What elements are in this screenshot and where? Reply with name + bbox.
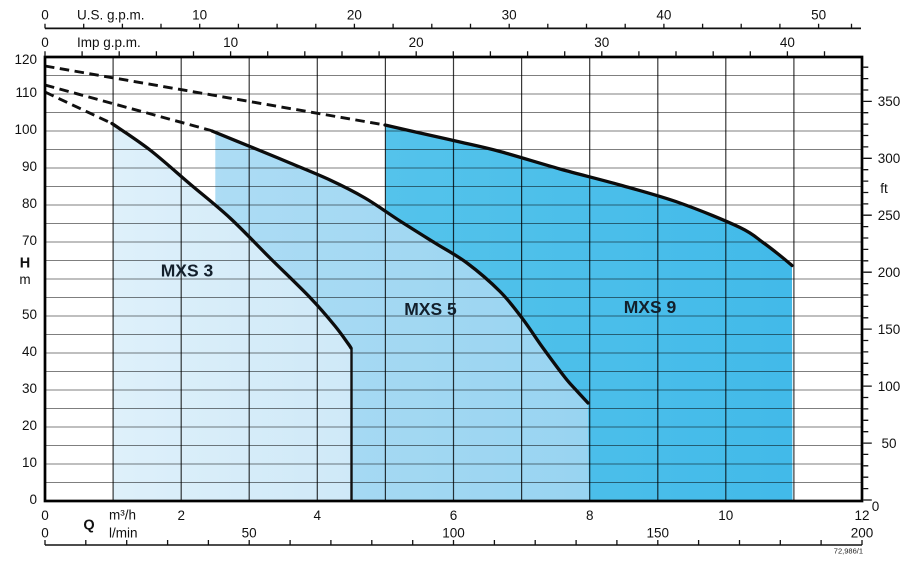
svg-text:350: 350 (878, 94, 901, 109)
svg-text:0: 0 (29, 492, 37, 507)
svg-text:30: 30 (502, 8, 517, 23)
svg-text:40: 40 (656, 8, 671, 23)
svg-text:Q: Q (83, 518, 94, 534)
svg-text:U.S. g.p.m.: U.S. g.p.m. (77, 8, 145, 23)
svg-text:100: 100 (14, 122, 37, 137)
svg-text:2: 2 (177, 508, 185, 523)
svg-text:200: 200 (851, 525, 874, 540)
svg-text:110: 110 (15, 85, 37, 100)
svg-text:70: 70 (22, 233, 37, 248)
svg-text:10: 10 (718, 508, 733, 523)
svg-text:20: 20 (22, 418, 37, 433)
svg-text:150: 150 (878, 322, 901, 337)
svg-text:MXS 9: MXS 9 (624, 297, 677, 317)
svg-text:10: 10 (192, 8, 207, 23)
svg-text:ft: ft (880, 181, 888, 196)
svg-text:120: 120 (14, 52, 37, 67)
svg-text:90: 90 (22, 159, 37, 174)
svg-text:200: 200 (878, 265, 901, 280)
svg-text:20: 20 (347, 8, 362, 23)
svg-text:50: 50 (881, 436, 896, 451)
svg-text:20: 20 (409, 35, 424, 50)
svg-text:8: 8 (586, 508, 594, 523)
svg-text:50: 50 (22, 307, 37, 322)
svg-text:m³/h: m³/h (109, 507, 136, 522)
svg-text:72,986/1: 72,986/1 (834, 547, 863, 556)
svg-text:150: 150 (647, 525, 670, 540)
svg-text:10: 10 (223, 35, 238, 50)
svg-text:100: 100 (878, 379, 901, 394)
svg-text:l/min: l/min (109, 525, 138, 540)
svg-text:10: 10 (22, 455, 37, 470)
svg-text:m: m (19, 272, 30, 287)
svg-text:300: 300 (878, 151, 901, 166)
svg-text:250: 250 (878, 208, 901, 223)
svg-text:MXS 5: MXS 5 (404, 299, 457, 319)
svg-text:0: 0 (41, 508, 49, 523)
svg-text:100: 100 (442, 525, 465, 540)
svg-text:6: 6 (450, 508, 458, 523)
svg-text:4: 4 (314, 508, 322, 523)
svg-text:40: 40 (780, 35, 795, 50)
svg-text:0: 0 (872, 499, 880, 514)
svg-text:40: 40 (22, 344, 37, 359)
svg-text:30: 30 (594, 35, 609, 50)
svg-text:50: 50 (242, 525, 257, 540)
svg-text:80: 80 (22, 196, 37, 211)
svg-text:MXS 3: MXS 3 (161, 261, 214, 281)
svg-text:H: H (20, 256, 30, 272)
svg-text:0: 0 (41, 35, 49, 50)
svg-text:30: 30 (22, 381, 37, 396)
svg-text:0: 0 (41, 8, 49, 23)
svg-text:0: 0 (41, 525, 49, 540)
svg-text:12: 12 (854, 508, 869, 523)
svg-text:50: 50 (811, 8, 826, 23)
svg-text:Imp g.p.m.: Imp g.p.m. (77, 35, 141, 50)
